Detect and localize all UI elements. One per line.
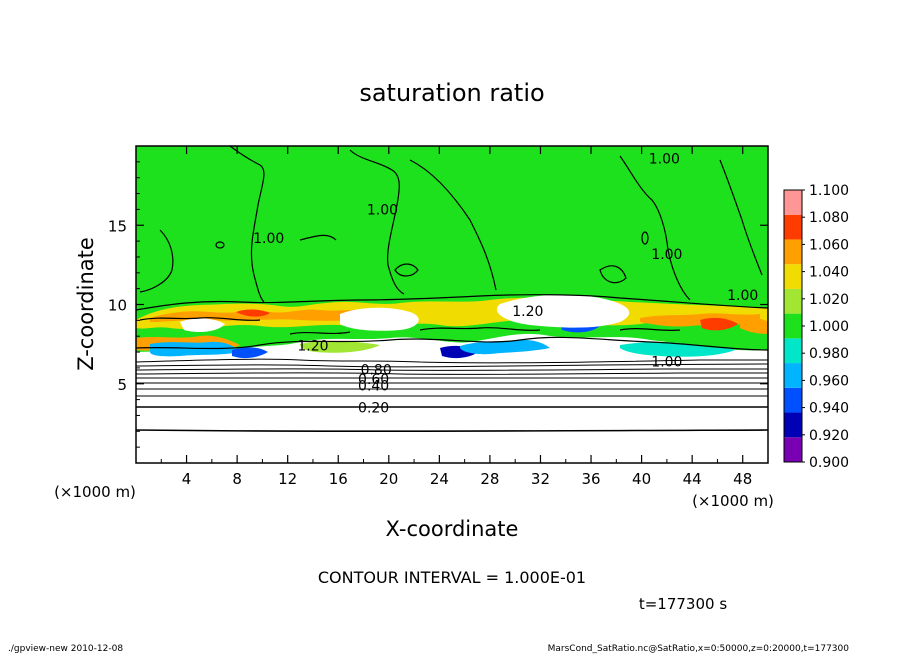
x-axis-label: X-coordinate — [386, 517, 519, 541]
colorbar-swatch — [784, 190, 802, 215]
colorbar-label: 1.020 — [809, 292, 849, 308]
colorbar-label: 0.960 — [809, 373, 849, 389]
x-tick-label: 48 — [733, 470, 752, 488]
chart-title: saturation ratio — [359, 79, 544, 107]
colorbar-swatch — [784, 363, 802, 388]
y-axis-ticks: 5 10 15 — [108, 161, 768, 448]
x-tick-label: 44 — [683, 470, 702, 488]
contour-label: 1.00 — [727, 288, 758, 304]
colorbar-label: 1.000 — [809, 319, 849, 335]
y-tick-label: 15 — [108, 217, 127, 235]
contour-lines — [136, 146, 768, 351]
plot-area — [136, 146, 768, 463]
colorbar-label: 0.980 — [809, 346, 849, 362]
x-tick-label: 20 — [379, 470, 398, 488]
x-tick-label: 28 — [480, 470, 499, 488]
time-text: t=177300 s — [639, 595, 727, 613]
contour-label: 0.20 — [358, 401, 389, 417]
colorbar-swatch — [784, 214, 802, 240]
x-tick-label: 32 — [531, 470, 550, 488]
x-tick-label: 8 — [232, 470, 242, 488]
contour-label: 1.00 — [253, 231, 284, 247]
colorbar-swatch — [784, 288, 802, 314]
colorbar-label: 1.080 — [809, 210, 849, 226]
colorbar-swatch — [784, 437, 802, 462]
colorbar-label: 0.920 — [809, 428, 849, 444]
colorbar-swatch — [784, 387, 802, 413]
contour-label: 0.80 — [361, 362, 392, 378]
colorbar-label: 1.100 — [809, 183, 849, 199]
colorbar-label: 1.060 — [809, 237, 849, 253]
x-tick-label: 12 — [278, 470, 297, 488]
contour-label: 1.00 — [651, 247, 682, 263]
x-tick-label: 24 — [430, 470, 449, 488]
colorbar-label: 0.900 — [809, 455, 849, 471]
contour-label: 1.00 — [649, 152, 680, 168]
contour-label: 0.40 — [358, 378, 389, 394]
y-axis-label: Z-coordinate — [74, 237, 98, 371]
colorbar-swatch — [784, 412, 802, 438]
contour-label: 0.60 — [358, 372, 389, 388]
x-tick-label: 4 — [182, 470, 192, 488]
contour-label: 1.00 — [651, 355, 682, 371]
colorbar-label: 0.940 — [809, 401, 849, 417]
subsaturated-pockets — [180, 294, 630, 332]
x-axis-unit-right: (×1000 m) — [692, 492, 774, 510]
colorbar-swatch — [784, 338, 802, 364]
colorbar-swatch — [784, 313, 802, 339]
x-tick-label: 36 — [581, 470, 600, 488]
y-tick-label: 10 — [108, 297, 127, 315]
footer-right: MarsCond_SatRatio.nc@SatRatio,x=0:50000,… — [548, 644, 850, 654]
contour-label: 1.20 — [297, 339, 328, 355]
colorbar-label: 1.040 — [809, 265, 849, 281]
x-tick-label: 40 — [632, 470, 651, 488]
colorbar-swatch — [784, 239, 802, 265]
lower-contour-lines — [136, 358, 768, 432]
y-tick-label: 5 — [117, 376, 127, 394]
contour-labels: 1.00 1.00 1.00 1.00 1.00 1.20 1.20 1.00 0.800.60… — [253, 152, 758, 417]
colorbar-swatch — [784, 264, 802, 289]
footer-left: ./gpview-new 2010-12-08 — [8, 644, 123, 654]
contour-label: 1.00 — [367, 202, 398, 218]
contour-label: 1.20 — [512, 304, 543, 320]
x-axis-ticks: 4 8 12 16 20 24 28 32 36 40 44 48 — [160, 146, 752, 488]
x-axis-unit-left: (×1000 m) — [54, 483, 136, 501]
x-tick-label: 16 — [329, 470, 348, 488]
colorbar: 0.900 0.920 0.940 0.960 0.980 1.000 1.020 1.040… — [783, 183, 849, 471]
contour-interval-text: CONTOUR INTERVAL = 1.000E-01 — [318, 568, 586, 587]
